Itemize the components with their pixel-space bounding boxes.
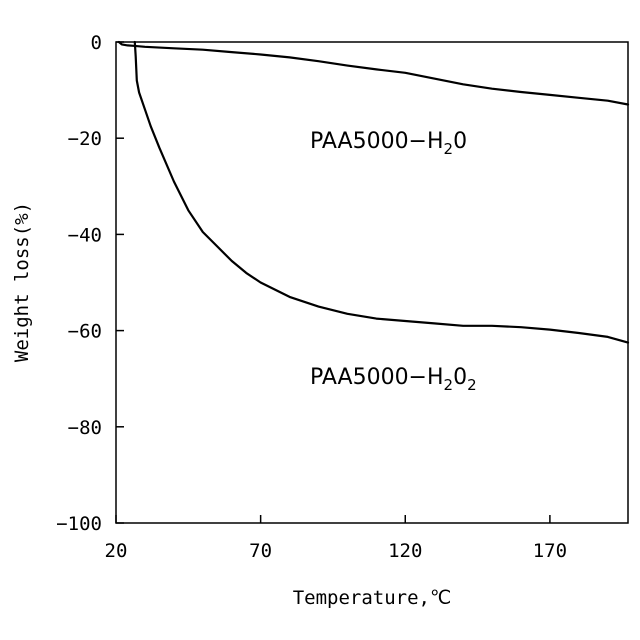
y-tick-label: 0 xyxy=(91,32,102,54)
annotation-series-1: PAA5000−H20 xyxy=(310,129,467,158)
series-line-1 xyxy=(119,42,628,105)
y-tick-label: −40 xyxy=(68,224,102,246)
plot-frame xyxy=(116,42,628,523)
y-axis-title: Weight loss(%) xyxy=(11,202,33,362)
x-tick-label: 120 xyxy=(388,540,422,562)
y-tick-label: −60 xyxy=(68,321,102,343)
annotation-series-2: PAA5000−H202 xyxy=(310,365,477,394)
x-axis-title: Temperature,℃ xyxy=(293,587,452,609)
series-line-2 xyxy=(135,42,628,343)
y-axis: 0 −20 −40 −60 −80 −100 xyxy=(56,32,124,535)
y-tick-label: −100 xyxy=(56,513,102,535)
series-layer xyxy=(119,42,628,343)
x-axis: 20 70 120 170 xyxy=(105,515,568,562)
y-tick-label: −80 xyxy=(68,417,102,439)
x-tick-label: 70 xyxy=(249,540,272,562)
y-tick-label: −20 xyxy=(68,128,102,150)
x-tick-label: 170 xyxy=(533,540,567,562)
x-tick-label: 20 xyxy=(105,540,128,562)
